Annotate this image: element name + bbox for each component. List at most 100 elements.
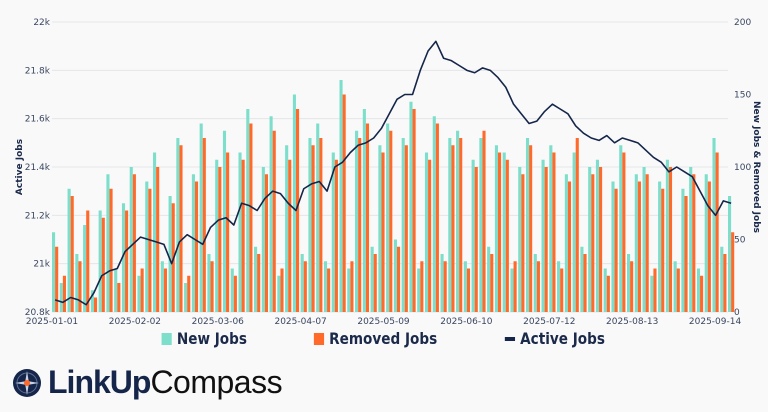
new-jobs-bar [424, 152, 429, 312]
x-tick-label: 2025-05-09 [357, 317, 410, 327]
new-jobs-bar [603, 268, 607, 312]
new-jobs-bar [331, 152, 335, 312]
active-jobs-line-group [54, 40, 732, 306]
new-jobs-bar [557, 261, 561, 312]
new-jobs-bar [67, 188, 71, 312]
new-jobs-bar [215, 159, 219, 312]
x-tick-label: 2025-02-02 [109, 317, 161, 327]
new-jobs-bar [626, 254, 631, 312]
removed-jobs-bar [466, 268, 471, 312]
removed-jobs-bar [327, 268, 331, 312]
new-jobs-bar [650, 275, 654, 312]
removed-jobs-bar [668, 167, 673, 312]
new-jobs-bar [316, 123, 320, 312]
new-jobs-bar [673, 261, 677, 312]
new-jobs-bar [572, 152, 576, 312]
removed-jobs-bar [241, 159, 245, 312]
legend-active-jobs[interactable]: Active Jobs [504, 329, 605, 348]
new-jobs-bar [681, 188, 685, 312]
logo-linkup-text: LinkUp [48, 364, 151, 400]
new-jobs-bar [90, 290, 94, 312]
removed-jobs-bar [428, 159, 432, 312]
removed-jobs-bar [350, 261, 354, 312]
x-tick-label: 2025-06-10 [440, 317, 493, 327]
removed-jobs-bar [544, 167, 548, 312]
new-jobs-bar [409, 101, 413, 312]
new-jobs-bar [129, 167, 133, 312]
left-axis-title: Active Jobs [15, 139, 25, 195]
removed-jobs-bar [218, 167, 222, 312]
linkup-compass-logo: LinkUp Compass [12, 364, 283, 401]
new-jobs-bar [720, 246, 724, 312]
removed-jobs-bar [591, 174, 595, 312]
removed-jobs-bar [358, 138, 362, 312]
new-jobs-bar [347, 268, 351, 312]
removed-jobs-bar [715, 152, 719, 312]
new-jobs-bar [386, 123, 390, 312]
right-tick-label: 0 [734, 308, 740, 318]
new-jobs-bar [176, 138, 180, 312]
new-jobs-bar [502, 152, 506, 312]
removed-jobs-bar [459, 138, 463, 312]
new-jobs-bar [207, 254, 211, 312]
left-tick-label: 21k [33, 260, 50, 270]
removed-jobs-bar [451, 145, 455, 312]
new-jobs-bar [285, 145, 289, 312]
right-tick-label: 200 [734, 18, 751, 28]
removed-jobs-bar [319, 138, 323, 312]
removed-jobs-bar [117, 283, 121, 312]
new-jobs-bar [564, 174, 568, 312]
removed-jobs-bar [521, 174, 525, 312]
new-jobs-bar [665, 159, 669, 312]
removed-jobs-bar [233, 275, 237, 312]
new-jobs-bar [494, 145, 499, 312]
new-jobs-bar [479, 138, 483, 312]
removed-jobs-bar [560, 268, 564, 312]
removed-jobs-bar [622, 152, 626, 312]
left-tick-label: 21.8k [25, 66, 51, 76]
new-jobs-bar [153, 152, 157, 312]
legend-label: New Jobs [177, 329, 248, 348]
new-jobs-bar [137, 275, 141, 312]
removed-jobs-bar [389, 130, 393, 312]
removed-jobs-bar [93, 297, 98, 312]
removed-jobs-bar [529, 145, 533, 312]
new-jobs-bar [98, 210, 102, 312]
removed-jobs-bar [614, 188, 618, 312]
left-tick-label: 22k [33, 18, 50, 28]
new-jobs-bar [83, 225, 87, 312]
new-jobs-bar [277, 275, 281, 312]
legend-new-jobs[interactable]: New Jobs [161, 329, 248, 348]
new-jobs-bar [160, 261, 164, 312]
new-jobs-bar [704, 174, 708, 312]
removed-jobs-bar [552, 152, 556, 312]
legend-label: Removed Jobs [329, 329, 438, 348]
new-jobs-bar [432, 116, 436, 312]
removed-jobs-bar [295, 109, 300, 312]
new-jobs-bar [254, 246, 258, 312]
new-jobs-bar [269, 116, 273, 312]
removed-jobs-bar [78, 261, 82, 312]
removed-jobs-bar [109, 188, 113, 312]
new-jobs-bar [378, 145, 382, 312]
new-jobs-bar [401, 138, 405, 312]
removed-jobs-bar [513, 261, 517, 312]
removed-jobs-bar [194, 181, 199, 312]
legend-removed-jobs[interactable]: Removed Jobs [313, 329, 438, 348]
right-tick-label: 50 [734, 236, 746, 246]
new-jobs-bar [611, 181, 615, 312]
new-jobs-bar [292, 94, 296, 312]
removed-jobs-bar [684, 196, 688, 312]
removed-jobs-bar [311, 145, 315, 312]
legend-label: Active Jobs [520, 329, 605, 348]
new-jobs-bar [440, 254, 444, 312]
new-jobs-bar [619, 145, 623, 312]
removed-jobs-bar [396, 246, 401, 312]
removed-jobs-bar [505, 159, 509, 312]
new-jobs-bar [580, 246, 584, 312]
new-jobs-bar [393, 239, 397, 312]
left-tick-label: 21.4k [25, 163, 51, 173]
new-jobs-bar [510, 268, 514, 312]
active-jobs-line [54, 40, 732, 306]
removed-jobs-bar [249, 123, 253, 312]
